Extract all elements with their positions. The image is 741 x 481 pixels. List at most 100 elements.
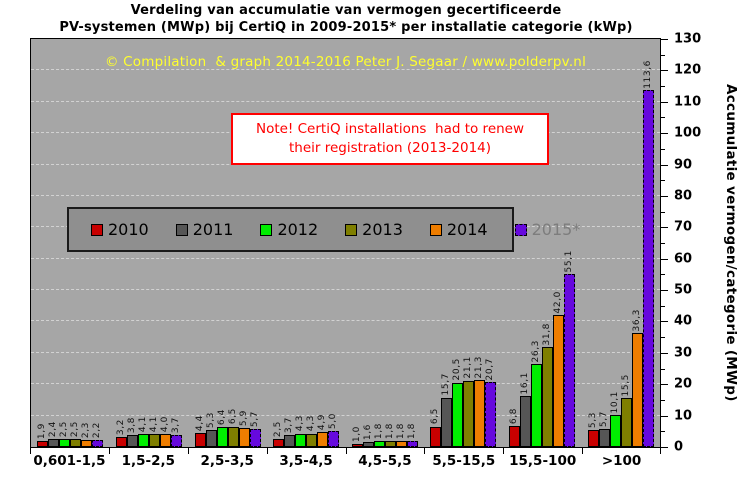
bar-slot: 3,2 [115, 419, 127, 447]
bar-slot: 20,5 [452, 358, 464, 447]
gridline [31, 383, 660, 385]
y-axis: 0 10 20 30 40 50 60 70 80 90 100 110 120 130 [661, 32, 739, 455]
x-category-label: 5,5-15,5 [432, 453, 496, 469]
bar-2014-2,5-3,5 [238, 428, 250, 447]
bar-slot: 6,5 [430, 408, 442, 447]
y-major-tick [661, 258, 668, 260]
legend-item-2014: 2014 [429, 220, 488, 239]
note-line-1: Note! CertiQ installations had to renew [255, 121, 525, 137]
bar-value-label: 6,5 [430, 408, 441, 425]
bar-slot: 20,7 [485, 357, 497, 447]
y-minor-tick [661, 180, 665, 182]
bar-value-label: 20,7 [485, 357, 496, 381]
bar-2014->100 [631, 333, 643, 447]
bar-slot: 4,4 [194, 415, 206, 447]
bar-2010->100 [587, 430, 599, 447]
legend-swatch-icon [345, 223, 358, 236]
y-tick-label: 90 [674, 157, 693, 173]
bar-slot: 36,3 [631, 309, 643, 447]
bar-2014-15,5-100 [553, 315, 565, 447]
bar-2011-0,601-1,5 [48, 439, 60, 447]
bar-2013-1,5-2,5 [148, 434, 160, 447]
x-axis-tick [582, 448, 583, 454]
bar-slot: 5,9 [238, 410, 250, 447]
bar-slot: 16,1 [520, 372, 532, 447]
bar-value-label: 10,1 [609, 390, 620, 414]
y-minor-tick [661, 431, 665, 433]
bar-value-label: 1,8 [406, 423, 417, 440]
y-tick-label: 120 [674, 62, 702, 78]
bar-2010-2,5-3,5 [194, 433, 206, 447]
bar-value-label: 4,1 [137, 416, 148, 433]
gridline [31, 414, 660, 416]
bar-value-label: 16,1 [520, 372, 531, 395]
bar-2015*-2,5-3,5 [249, 429, 261, 447]
y-minor-tick [661, 305, 665, 307]
bar-2010-0,601-1,5 [37, 441, 49, 447]
bar-2012-2,5-3,5 [216, 426, 228, 447]
bar-slot: 5,3 [587, 412, 599, 447]
bar-2012-3,5-4,5 [295, 433, 307, 447]
x-axis-tick [424, 448, 425, 454]
bar-slot: 55,1 [564, 250, 576, 447]
bar-value-label: 4,9 [317, 413, 328, 430]
note-box: Note! CertiQ installations had to renew … [231, 113, 549, 165]
bar-2012->100 [609, 415, 621, 447]
bar-2011-2,5-3,5 [205, 430, 217, 447]
bar-value-label: 15,5 [620, 373, 631, 397]
bar-slot: 31,8 [542, 323, 554, 447]
bar-slot: 113,6 [642, 60, 654, 447]
legend-item-2013: 2013 [345, 220, 403, 239]
bar-value-label: 4,3 [306, 415, 317, 432]
y-axis-title: Accumulatie vermogen/categorie (MWp) [723, 84, 739, 402]
bar-2015*-1,5-2,5 [170, 435, 182, 447]
gridline [31, 351, 660, 353]
y-tick-label: 60 [674, 251, 693, 267]
bar-value-label: 6,4 [216, 408, 227, 425]
bar-value-label: 1,9 [37, 422, 48, 440]
bar-slot: 3,8 [126, 417, 138, 447]
chart-title-line-1: Verdeling van accumulatie van vermogen g… [130, 3, 562, 18]
bar-slot: 26,3 [531, 340, 543, 447]
gridline [31, 289, 660, 291]
y-minor-tick [661, 211, 665, 213]
bar-slot: 6,5 [227, 408, 239, 447]
bar-value-label: 5,3 [587, 412, 598, 429]
chart-title-line-2: PV-systemen (MWp) bij CertiQ in 2009-201… [59, 19, 633, 35]
note-line-2: their registration (2013-2014) [288, 139, 492, 156]
y-minor-tick [661, 368, 665, 370]
y-major-tick [661, 447, 668, 448]
bar-2010-5,5-15,5 [430, 426, 442, 447]
bar-value-label: 5,3 [205, 412, 216, 429]
bar-group-15,5-100: 6,8 16,1 26,3 31,8 42,0 55,1 [503, 250, 582, 447]
x-category-label: 0,601-1,5 [33, 453, 106, 469]
y-tick-label: 80 [674, 188, 693, 204]
y-major-tick [661, 39, 668, 40]
bar-2011-1,5-2,5 [126, 435, 138, 447]
x-axis-tick [660, 448, 661, 454]
bar-slot: 42,0 [553, 291, 565, 447]
y-tick-label: 20 [674, 376, 693, 392]
bar-value-label: 6,5 [227, 408, 238, 425]
bar-group-5,5-15,5: 6,5 15,7 20,5 21,1 21,3 20,7 [424, 356, 503, 447]
bar-slot: 2,5 [59, 421, 71, 447]
bar-slot: 2,5 [273, 421, 285, 447]
bar-2010-4,5-5,5 [351, 443, 363, 447]
bar-value-label: 1,6 [362, 423, 373, 440]
bar-2011-4,5-5,5 [362, 441, 374, 447]
plot-area: © Compilation & graph 2014-2016 Peter J.… [30, 38, 661, 448]
legend-label: 2014 [446, 220, 488, 239]
y-tick-label: 10 [674, 408, 693, 424]
x-axis-tick [109, 448, 110, 454]
bar-slot: 4,1 [137, 416, 149, 447]
bar-value-label: 2,4 [48, 421, 59, 438]
bar-group-1,5-2,5: 3,2 3,8 4,1 4,1 4,0 3,7 [110, 416, 189, 447]
y-minor-tick [661, 86, 665, 88]
bar-2012-4,5-5,5 [373, 441, 385, 447]
bar-group->100: 5,3 5,7 10,1 15,5 36,3 113,6 [581, 60, 660, 447]
bar-2010-15,5-100 [509, 425, 521, 447]
y-tick-label: 0 [674, 439, 684, 455]
x-axis-tick [30, 448, 31, 454]
x-category-label: 2,5-3,5 [200, 453, 254, 469]
